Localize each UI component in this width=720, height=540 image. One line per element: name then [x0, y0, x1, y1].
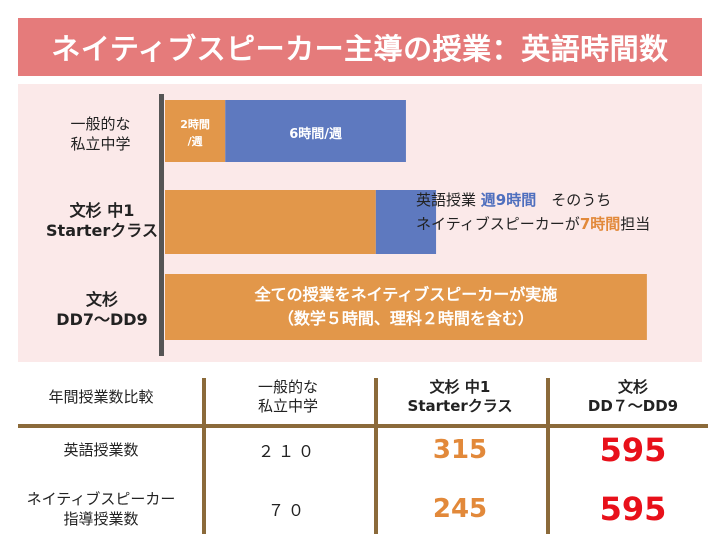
category-label-line1: 一般的な	[70, 115, 131, 133]
bar-label-other-hours: 6時間/週	[289, 126, 342, 142]
bar-label-native-hours: /週	[188, 134, 203, 148]
row-label-line2: 指導授業数	[63, 510, 139, 528]
header-dd: 文杉 DD７～DD9	[546, 372, 720, 422]
annotation-line1: 英語授業 週9時間 そのうち	[416, 188, 650, 212]
table-header-row: 年間授業数比較 一般的な 私立中学 文杉 中1 Starterクラス 文杉 DD７～D…	[0, 372, 720, 422]
bar-other-0	[225, 100, 406, 162]
table-header-divider	[18, 424, 708, 428]
category-label-starter: 文杉 中1 Starterクラス	[32, 201, 172, 241]
category-label-line1: 文杉	[85, 290, 118, 309]
annotation-highlight-native: 7時間	[579, 215, 621, 233]
category-label-dd: 文杉 DD7～DD9	[32, 290, 172, 330]
header-label: 年間授業数比較	[48, 387, 154, 406]
header-line1: 文杉 中1	[429, 378, 491, 396]
table-row-native-classes: ネイティブスピーカー 指導授業数 ７０ 245 595	[0, 478, 720, 540]
chart-panel: 2時間/週 6時間/週全ての授業をネイティブスピーカーが実施 （数学５時間、理科２時…	[18, 84, 702, 362]
header-starter: 文杉 中1 Starterクラス	[374, 372, 546, 422]
cell-starter: 245	[432, 494, 488, 524]
header-line2: 私立中学	[257, 397, 318, 415]
bar-other-1	[375, 190, 437, 254]
bar-native-1	[165, 190, 376, 254]
bar-native-2	[165, 274, 647, 340]
table-column-divider	[374, 378, 378, 534]
header-line2: Starterクラス	[407, 397, 513, 415]
row-label-line1: 英語授業数	[63, 441, 139, 459]
table-column-divider	[202, 378, 206, 534]
starter-annotation: 英語授業 週9時間 そのうち ネイティブスピーカーが7時間担当	[416, 188, 650, 236]
cell-starter: 315	[432, 435, 488, 465]
title-banner: ネイティブスピーカー主導の授業：英語時間数	[18, 18, 702, 76]
annotation-text: ネイティブスピーカーが	[416, 215, 580, 233]
annotation-line2: ネイティブスピーカーが7時間担当	[416, 212, 650, 236]
annotation-highlight-weekly: 週9時間	[480, 191, 537, 209]
category-label-line1: 文杉 中1	[69, 201, 135, 220]
cell-general: ２１０	[257, 442, 318, 461]
category-label-line2: 私立中学	[70, 135, 131, 153]
header-line1: 一般的な	[257, 378, 318, 396]
table-column-divider	[546, 378, 550, 534]
header-line2: DD７～DD9	[587, 397, 679, 415]
category-label-general: 一般的な 私立中学	[38, 114, 163, 154]
row-label: ネイティブスピーカー 指導授業数	[0, 478, 202, 540]
cell-dd: 595	[599, 490, 667, 528]
category-label-line2: Starterクラス	[46, 221, 158, 240]
header-general: 一般的な 私立中学	[202, 372, 374, 422]
annotation-text: 担当	[620, 215, 651, 233]
table-row-english-classes: 英語授業数 ２１０ 315 595	[0, 422, 720, 478]
annotation-text: 英語授業	[416, 191, 481, 209]
y-axis-line	[159, 94, 164, 356]
bar-label-all-native: 全ての授業をネイティブスピーカーが実施	[254, 285, 558, 304]
comparison-table: 年間授業数比較 一般的な 私立中学 文杉 中1 Starterクラス 文杉 DD７～D…	[0, 372, 720, 540]
row-label: 英語授業数	[0, 422, 202, 478]
annotation-text: そのうち	[536, 191, 612, 209]
bar-label-native-hours: 2時間	[180, 117, 210, 131]
header-line1: 文杉	[617, 378, 648, 396]
page-title: ネイティブスピーカー主導の授業：英語時間数	[51, 32, 669, 66]
bar-native-0	[165, 100, 226, 162]
cell-general: ７０	[267, 501, 308, 520]
category-label-line2: DD7～DD9	[56, 310, 148, 329]
bar-label-includes: （数学５時間、理科２時間を含む）	[278, 309, 534, 328]
row-label-line1: ネイティブスピーカー	[26, 490, 176, 508]
cell-dd: 595	[599, 431, 667, 469]
